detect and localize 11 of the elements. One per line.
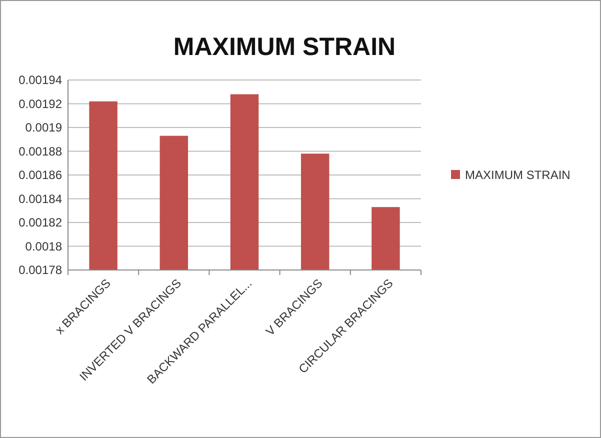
y-tick-label: 0.00186 [18, 168, 62, 182]
y-tick-label: 0.00194 [18, 73, 62, 88]
y-tick-label: 0.00184 [18, 192, 62, 206]
legend-label: MAXIMUM STRAIN [465, 168, 570, 182]
y-tick-label: 0.00188 [18, 144, 62, 158]
y-tick-label: 0.00182 [18, 216, 62, 230]
y-tick-label: 0.00178 [18, 263, 62, 278]
y-tick-label: 0.0019 [25, 120, 62, 135]
y-tick-label: 0.00192 [18, 96, 62, 111]
y-tick-label: 0.0018 [25, 239, 62, 254]
chart-title: MAXIMUM STRAIN [173, 33, 396, 61]
